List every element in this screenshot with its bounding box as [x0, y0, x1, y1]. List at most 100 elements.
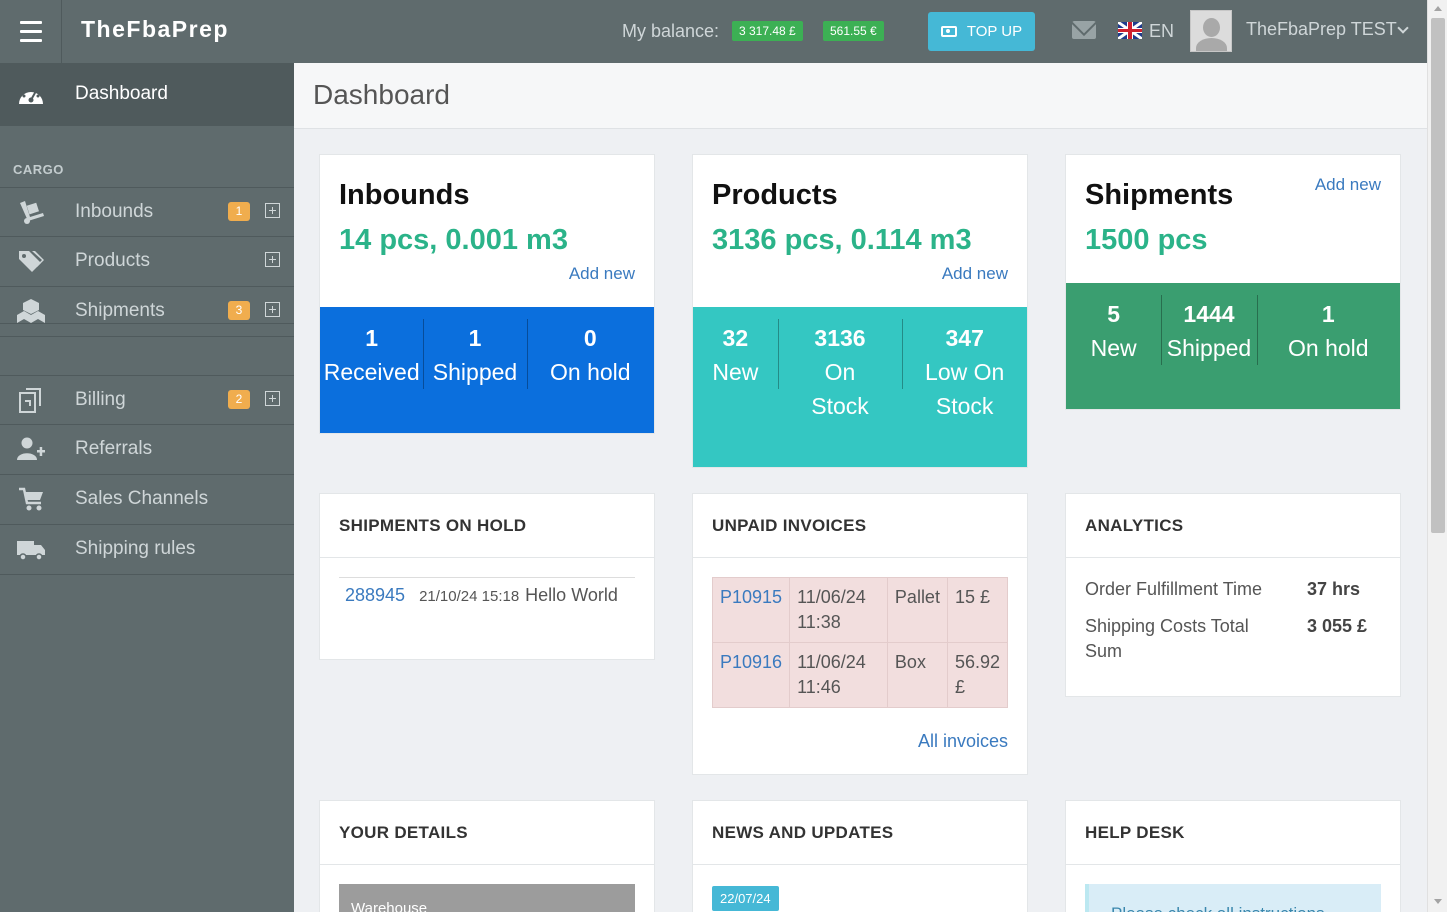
- sidebar-item-label: Sales Channels: [75, 488, 209, 509]
- sidebar-item-label: Shipping rules: [75, 538, 196, 559]
- top-navbar: TheFbaPrep My balance: 3 317.48 £ 561.55…: [0, 0, 1427, 63]
- sidebar: Dashboard CARGO Inbounds 1 Products Ship…: [0, 63, 294, 912]
- shipments-on-hold-panel: SHIPMENTS ON HOLD 288945 21/10/24 15:18 …: [319, 493, 655, 660]
- stat-received[interactable]: 1 Received: [320, 307, 423, 433]
- stat-new[interactable]: 5 New: [1066, 283, 1161, 409]
- invoices-table: P10915 11/06/24 11:38 Pallet 15 £ P10916…: [711, 577, 1009, 708]
- stat-on-stock[interactable]: 3136 On Stock: [777, 307, 903, 467]
- sidebar-item-label: Dashboard: [75, 83, 168, 104]
- stat-low-on-stock[interactable]: 347 Low On Stock: [902, 307, 1027, 467]
- stat-number: 1: [365, 325, 379, 351]
- invoice-link[interactable]: P10915: [711, 577, 791, 643]
- stat-label: New: [712, 359, 759, 385]
- avatar[interactable]: [1190, 10, 1232, 52]
- language-selector[interactable]: EN: [1149, 21, 1175, 41]
- all-invoices-link[interactable]: All invoices: [917, 731, 1008, 751]
- invoice-type: Pallet: [886, 577, 948, 643]
- divider: [1066, 557, 1400, 558]
- sidebar-item-billing[interactable]: Billing 2: [0, 375, 294, 425]
- stat-new[interactable]: 32 New: [693, 307, 778, 467]
- divider: [320, 557, 654, 558]
- stat-number: 3136: [814, 325, 866, 351]
- products-stats-band: 32 New 3136 On Stock 347 Low On Stock: [693, 307, 1027, 467]
- sidebar-item-sales-channels[interactable]: Sales Channels: [0, 475, 294, 525]
- stat-on-hold[interactable]: 1 On hold: [1256, 283, 1400, 409]
- warehouse-tab[interactable]: Warehouse: [339, 884, 635, 912]
- balance-gbp-badge: 3 317.48 £: [732, 21, 803, 41]
- sidebar-item-dashboard[interactable]: Dashboard: [0, 63, 294, 126]
- scroll-down-arrow-icon[interactable]: [1434, 899, 1442, 904]
- page-scrollbar[interactable]: [1427, 0, 1447, 912]
- shipment-link[interactable]: 288945: [345, 585, 406, 605]
- uk-flag-icon[interactable]: [1118, 22, 1142, 39]
- envelope-icon[interactable]: [1072, 21, 1096, 39]
- brand-logo[interactable]: TheFbaPrep: [81, 16, 229, 42]
- sidebar-item-shipping-rules[interactable]: Shipping rules: [0, 525, 294, 575]
- stat-number: 32: [722, 325, 749, 351]
- balance-eur-badge: 561.55 €: [823, 21, 884, 41]
- help-notice: Please check all instructions: [1085, 884, 1381, 912]
- add-inbound-link[interactable]: Add new: [568, 264, 635, 283]
- add-product-icon[interactable]: [265, 252, 280, 267]
- add-billing-icon[interactable]: [265, 391, 280, 406]
- divider: [693, 557, 1027, 558]
- divider: [320, 864, 654, 865]
- stat-shipped[interactable]: 1 Shipped: [423, 307, 526, 433]
- list-item: 288945 21/10/24 15:18 Hello World: [339, 577, 635, 606]
- inbounds-stats-band: 1 Received 1 Shipped 0 On hold: [320, 307, 654, 433]
- add-shipment-link[interactable]: Add new: [1314, 175, 1381, 194]
- stat-label: Low On Stock: [925, 359, 1005, 419]
- page-title: Dashboard: [313, 79, 450, 110]
- stat-on-hold[interactable]: 0 On hold: [526, 307, 654, 433]
- add-shipment-icon[interactable]: [265, 302, 280, 317]
- panel-title: ANALYTICS: [1085, 516, 1184, 535]
- divider: [693, 864, 1027, 865]
- invoice-amount: 56.92 £: [946, 642, 1009, 708]
- news-date-badge: 22/07/24: [712, 886, 779, 911]
- table-row: P10916 11/06/24 11:46 Box 56.92 £: [711, 642, 1009, 708]
- panel-title: YOUR DETAILS: [339, 823, 468, 842]
- stat-label: On hold: [550, 359, 631, 385]
- card-total: 14 pcs, 0.001 m3: [339, 224, 568, 256]
- card-title: Shipments: [1085, 179, 1234, 211]
- inbounds-count-badge: 1: [228, 202, 250, 221]
- stat-label: Received: [323, 359, 420, 385]
- dashboard-gauge-icon: [16, 81, 46, 107]
- billing-count-badge: 2: [228, 390, 250, 409]
- scroll-thumb[interactable]: [1431, 18, 1445, 533]
- sidebar-item-shipments[interactable]: Shipments 3: [0, 287, 294, 337]
- top-up-button[interactable]: TOP UP: [928, 12, 1035, 51]
- inbounds-card: Inbounds 14 pcs, 0.001 m3 Add new 1 Recei…: [319, 154, 655, 434]
- stat-label: On Stock: [811, 359, 869, 419]
- stat-number: 1444: [1183, 301, 1235, 327]
- stat-number: 0: [583, 325, 597, 351]
- sidebar-item-products[interactable]: Products: [0, 237, 294, 287]
- panel-title: UNPAID INVOICES: [712, 516, 867, 535]
- sidebar-item-referrals[interactable]: Referrals: [0, 425, 294, 475]
- add-inbound-icon[interactable]: [265, 203, 280, 218]
- invoice-date: 11/06/24 11:46: [789, 642, 888, 708]
- page-header: Dashboard: [294, 63, 1427, 129]
- unpaid-invoices-panel: UNPAID INVOICES P10915 11/06/24 11:38 Pa…: [692, 493, 1028, 775]
- sidebar-item-label: Referrals: [75, 438, 153, 459]
- tags-icon: [16, 248, 46, 274]
- analytics-value: 37 hrs: [1307, 579, 1361, 599]
- invoice-link[interactable]: P10916: [711, 642, 791, 708]
- sidebar-item-inbounds[interactable]: Inbounds 1: [0, 187, 294, 237]
- stat-shipped[interactable]: 1444 Shipped: [1161, 283, 1256, 409]
- user-menu[interactable]: TheFbaPrep TEST: [1246, 19, 1397, 39]
- hamburger-icon: [19, 18, 42, 45]
- menu-toggle-button[interactable]: [0, 0, 62, 63]
- scroll-up-arrow-icon[interactable]: [1434, 6, 1442, 11]
- divider: [1066, 864, 1400, 865]
- shipments-stats-band: 5 New 1444 Shipped 1 On hold: [1066, 283, 1400, 409]
- card-title: Products: [712, 179, 838, 211]
- news-panel: NEWS AND UPDATES 22/07/24: [692, 800, 1028, 912]
- sidebar-item-label: Billing: [75, 389, 126, 410]
- stat-number: 347: [945, 325, 984, 351]
- sidebar-section-cargo: CARGO: [13, 162, 64, 177]
- sidebar-item-label: Inbounds: [75, 201, 154, 222]
- chevron-down-icon[interactable]: [1397, 22, 1409, 34]
- invoice-amount: 15 £: [946, 577, 1009, 643]
- add-product-link[interactable]: Add new: [941, 264, 1008, 283]
